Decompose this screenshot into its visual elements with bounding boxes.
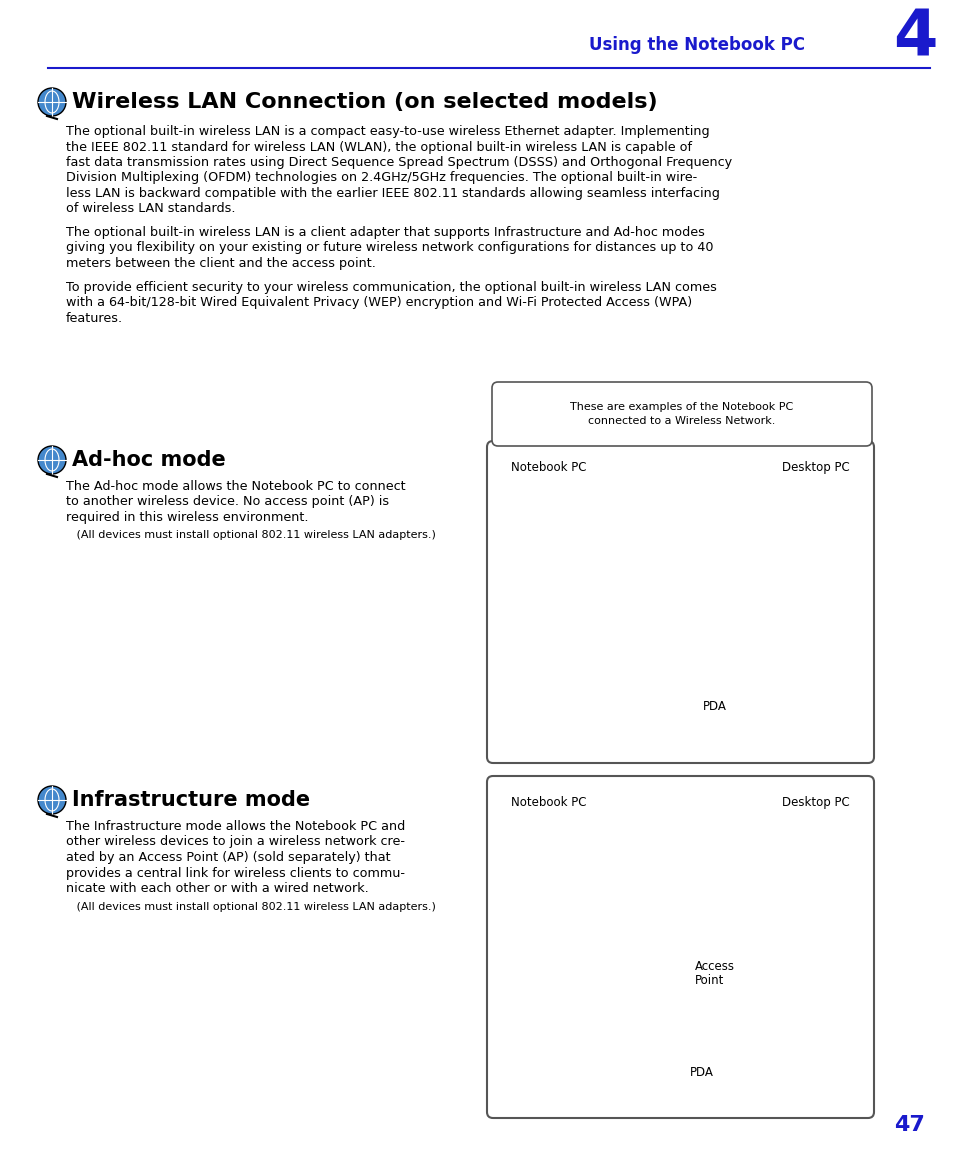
Text: Notebook PC: Notebook PC bbox=[511, 461, 586, 474]
Polygon shape bbox=[542, 612, 602, 624]
Text: Division Multiplexing (OFDM) technologies on 2.4GHz/5GHz frequencies. The option: Division Multiplexing (OFDM) technologie… bbox=[66, 171, 697, 185]
Bar bbox=[665, 675, 683, 696]
FancyBboxPatch shape bbox=[492, 382, 871, 446]
FancyBboxPatch shape bbox=[649, 1028, 679, 1076]
Text: connected to a Wireless Network.: connected to a Wireless Network. bbox=[588, 416, 775, 426]
Circle shape bbox=[666, 706, 670, 710]
Text: meters between the client and the access point.: meters between the client and the access… bbox=[66, 258, 375, 270]
Text: giving you flexibility on your existing or future wireless network configuration: giving you flexibility on your existing … bbox=[66, 241, 713, 254]
Bar bbox=[784, 886, 809, 894]
Text: The optional built-in wireless LAN is a client adapter that supports Infrastruct: The optional built-in wireless LAN is a … bbox=[66, 226, 704, 239]
Text: provides a central link for wireless clients to commu-: provides a central link for wireless cli… bbox=[66, 866, 405, 879]
Text: with a 64-bit/128-bit Wired Equivalent Privacy (WEP) encryption and Wi-Fi Protec: with a 64-bit/128-bit Wired Equivalent P… bbox=[66, 296, 691, 310]
Bar bbox=[781, 877, 813, 948]
Text: other wireless devices to join a wireless network cre-: other wireless devices to join a wireles… bbox=[66, 835, 405, 849]
Circle shape bbox=[679, 706, 682, 710]
Circle shape bbox=[667, 925, 671, 929]
Text: required in this wireless environment.: required in this wireless environment. bbox=[66, 511, 308, 524]
Polygon shape bbox=[547, 624, 598, 655]
Bar bbox=[784, 566, 809, 574]
Text: PDA: PDA bbox=[689, 1066, 713, 1079]
Text: Access: Access bbox=[695, 961, 734, 974]
FancyBboxPatch shape bbox=[651, 909, 687, 985]
Bar bbox=[784, 918, 809, 926]
Text: of wireless LAN standards.: of wireless LAN standards. bbox=[66, 202, 235, 216]
Bar bbox=[784, 598, 809, 606]
Text: nicate with each other or with a wired network.: nicate with each other or with a wired n… bbox=[66, 882, 369, 895]
Bar bbox=[781, 557, 813, 628]
Text: 4: 4 bbox=[892, 7, 936, 69]
Bar bbox=[784, 582, 809, 590]
Text: The optional built-in wireless LAN is a compact easy-to-use wireless Ethernet ad: The optional built-in wireless LAN is a … bbox=[66, 125, 709, 137]
Circle shape bbox=[38, 787, 66, 814]
Bar bbox=[655, 1034, 674, 1056]
Text: Desktop PC: Desktop PC bbox=[781, 796, 849, 808]
Polygon shape bbox=[542, 927, 602, 939]
Polygon shape bbox=[555, 941, 591, 966]
Text: fast data transmission rates using Direct Sequence Spread Spectrum (DSSS) and Or: fast data transmission rates using Direc… bbox=[66, 156, 731, 169]
Text: to another wireless device. No access point (AP) is: to another wireless device. No access po… bbox=[66, 495, 389, 508]
Text: To provide efficient security to your wireless communication, the optional built: To provide efficient security to your wi… bbox=[66, 281, 716, 293]
Text: (All devices must install optional 802.11 wireless LAN adapters.): (All devices must install optional 802.1… bbox=[66, 530, 436, 541]
FancyBboxPatch shape bbox=[659, 668, 689, 716]
Text: Desktop PC: Desktop PC bbox=[781, 461, 849, 474]
Text: The Ad-hoc mode allows the Notebook PC to connect: The Ad-hoc mode allows the Notebook PC t… bbox=[66, 480, 405, 493]
Text: 47: 47 bbox=[894, 1115, 924, 1135]
FancyBboxPatch shape bbox=[486, 776, 873, 1118]
Text: less LAN is backward compatible with the earlier IEEE 802.11 standards allowing : less LAN is backward compatible with the… bbox=[66, 187, 720, 200]
Circle shape bbox=[668, 1066, 672, 1070]
Text: Notebook PC: Notebook PC bbox=[511, 796, 586, 808]
Text: The Infrastructure mode allows the Notebook PC and: The Infrastructure mode allows the Noteb… bbox=[66, 820, 405, 833]
Text: These are examples of the Notebook PC: These are examples of the Notebook PC bbox=[570, 402, 793, 412]
Circle shape bbox=[38, 88, 66, 116]
Text: ated by an Access Point (AP) (sold separately) that: ated by an Access Point (AP) (sold separ… bbox=[66, 851, 390, 864]
Text: features.: features. bbox=[66, 312, 123, 325]
Polygon shape bbox=[555, 627, 591, 650]
Text: Using the Notebook PC: Using the Notebook PC bbox=[588, 36, 804, 54]
Polygon shape bbox=[547, 939, 598, 969]
Text: Ad-hoc mode: Ad-hoc mode bbox=[71, 450, 226, 470]
Circle shape bbox=[38, 446, 66, 474]
Circle shape bbox=[672, 706, 677, 710]
Text: the IEEE 802.11 standard for wireless LAN (WLAN), the optional built-in wireless: the IEEE 802.11 standard for wireless LA… bbox=[66, 141, 691, 154]
FancyBboxPatch shape bbox=[486, 441, 873, 763]
Text: (All devices must install optional 802.11 wireless LAN adapters.): (All devices must install optional 802.1… bbox=[66, 902, 436, 911]
Text: Infrastructure mode: Infrastructure mode bbox=[71, 790, 310, 810]
Circle shape bbox=[657, 1066, 660, 1070]
Bar bbox=[784, 902, 809, 910]
Text: Wireless LAN Connection (on selected models): Wireless LAN Connection (on selected mod… bbox=[71, 92, 657, 112]
Text: PDA: PDA bbox=[702, 700, 726, 714]
Circle shape bbox=[662, 1066, 666, 1070]
Text: Point: Point bbox=[695, 974, 723, 986]
